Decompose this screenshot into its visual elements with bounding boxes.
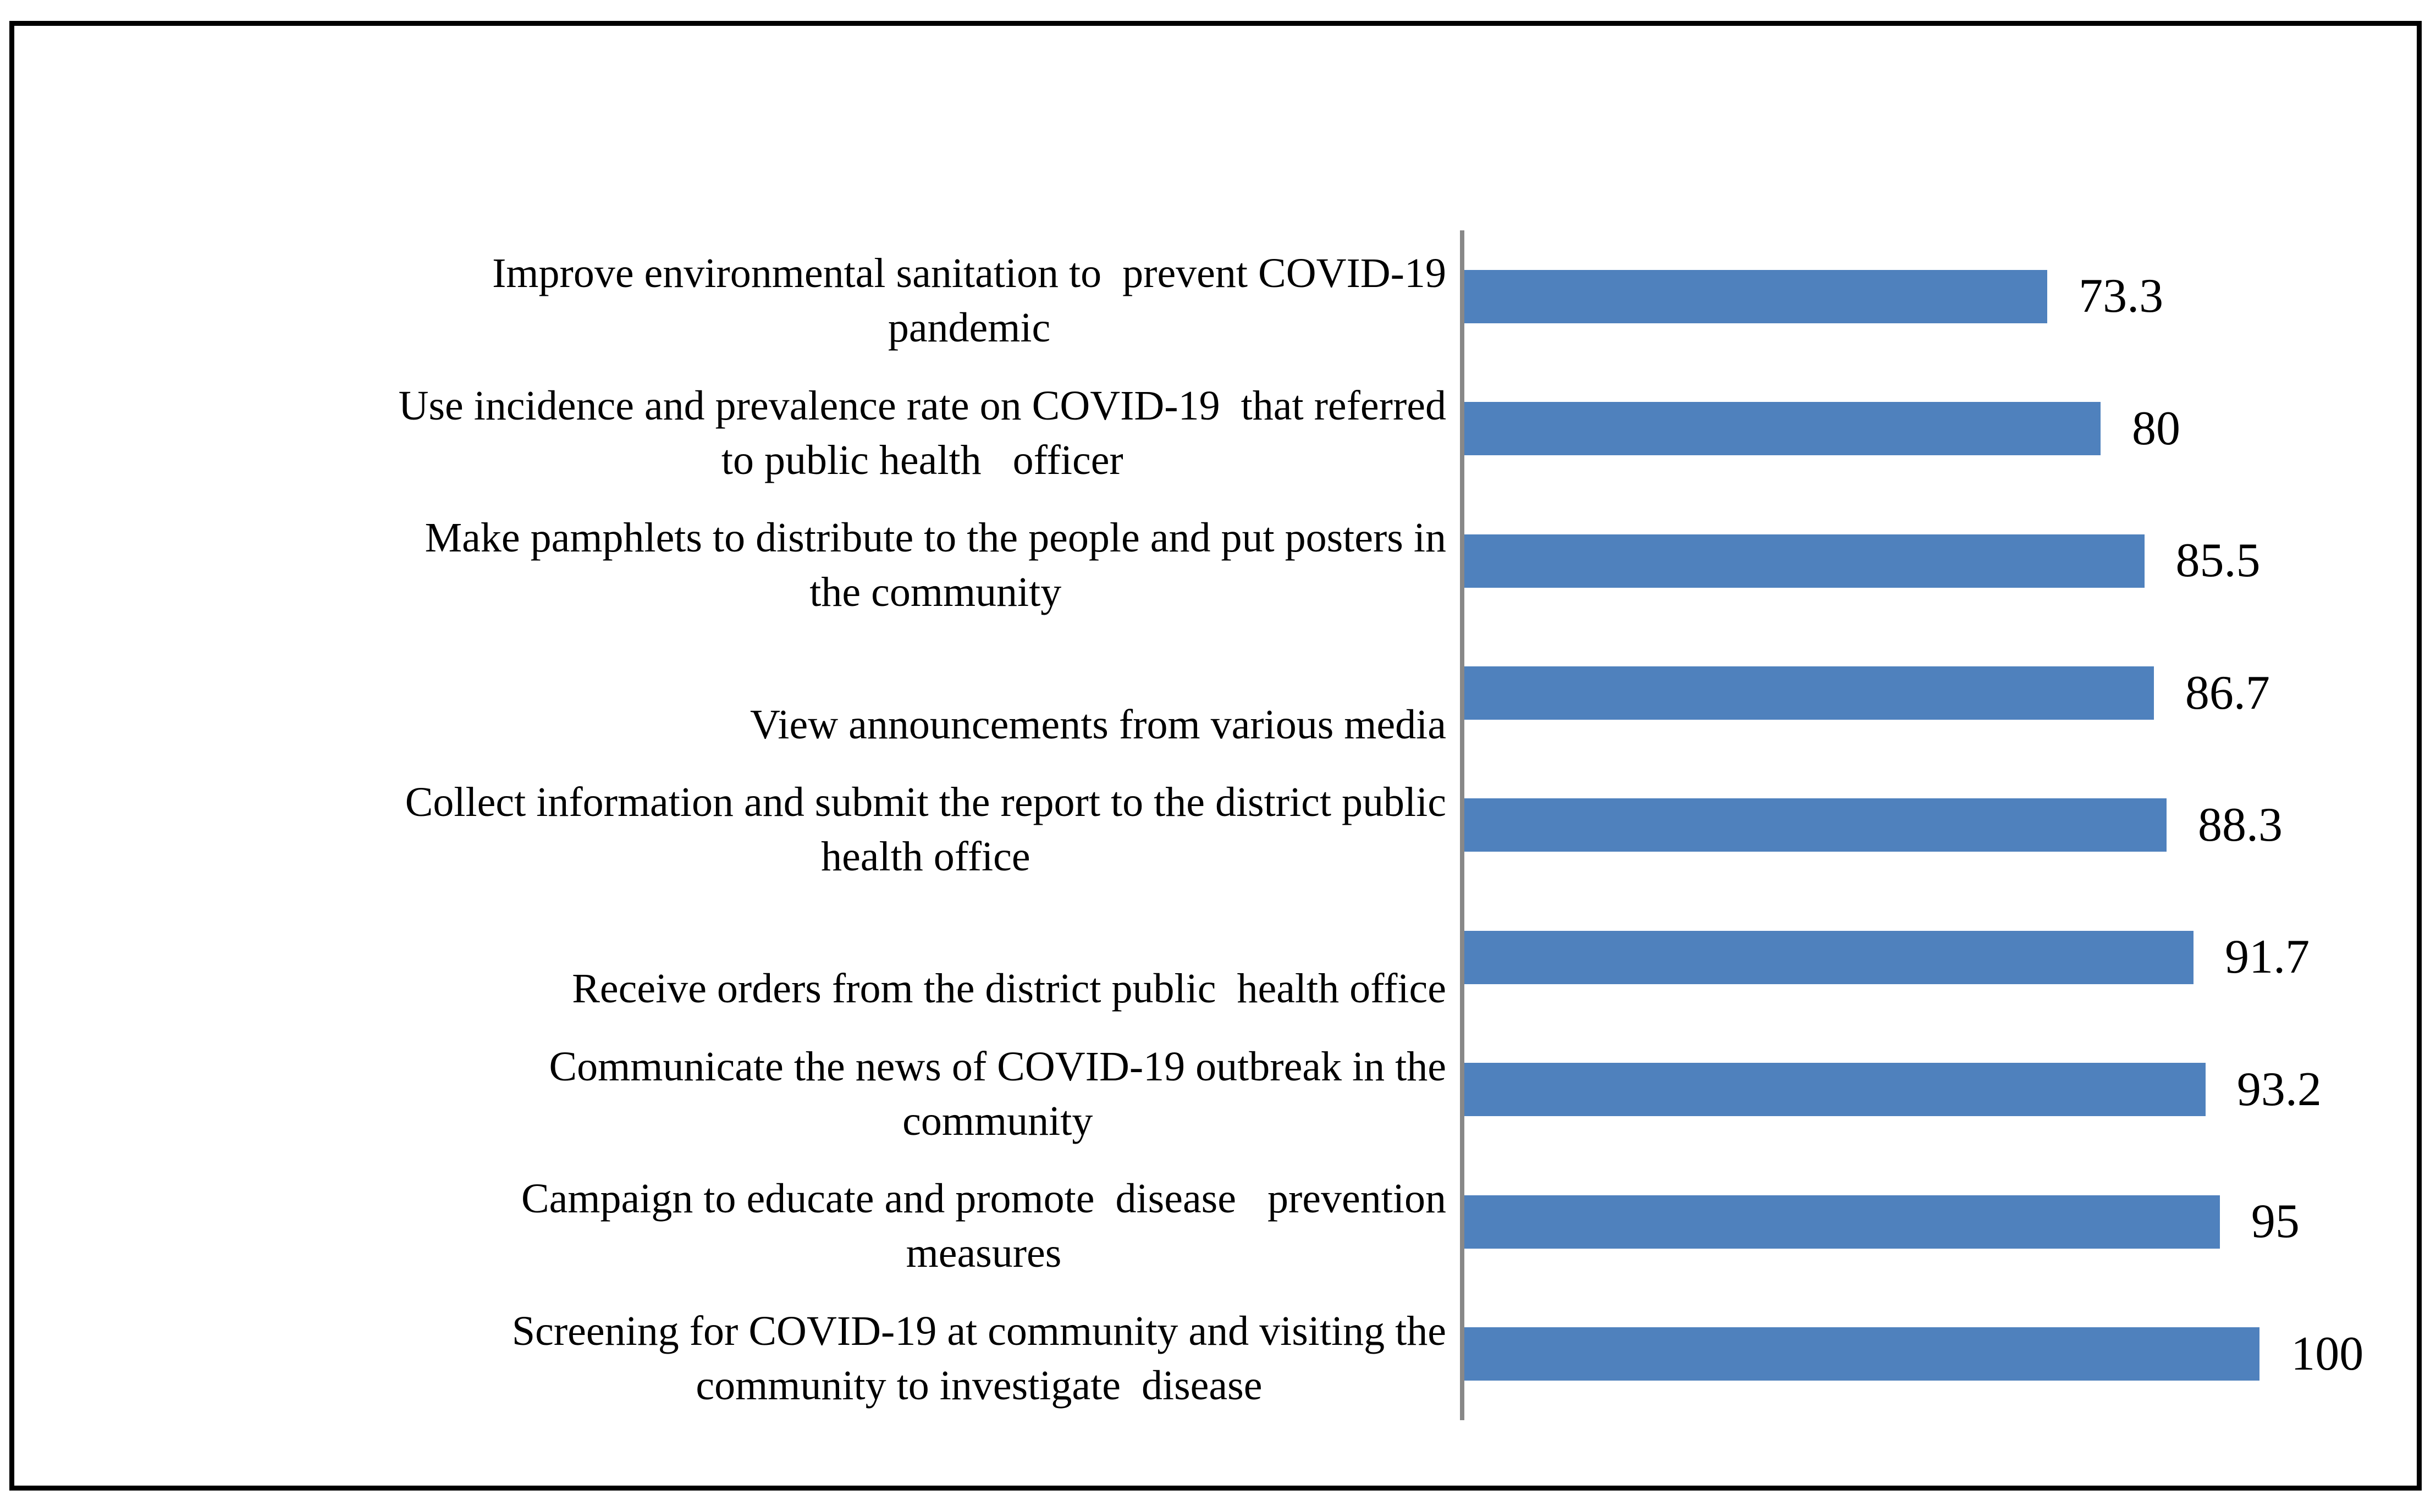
bar-row: Collect information and submit the repor… — [14, 759, 2417, 891]
value-label: 93.2 — [2236, 1062, 2322, 1116]
value-label: 100 — [2291, 1327, 2364, 1381]
bar-row: Communicate the news of COVID-19 outbrea… — [14, 1024, 2417, 1156]
bar-row: Campaign to educate and promote disease … — [14, 1156, 2417, 1288]
category-axis-line — [1460, 230, 1464, 1420]
category-label: Make pamphlets to distribute to the peop… — [425, 515, 1446, 616]
category-label-cell: Screening for COVID-19 at community and … — [14, 1288, 1464, 1420]
category-label: Collect information and submit the repor… — [405, 779, 1446, 880]
value-label: 85.5 — [2175, 534, 2261, 588]
bar-cell: 80 — [1464, 362, 2417, 494]
bar-row: Screening for COVID-19 at community and … — [14, 1288, 2417, 1420]
bar-rows: Improve environmental sanitation to prev… — [14, 230, 2417, 1420]
value-label: 88.3 — [2198, 798, 2283, 852]
plot-area: Improve environmental sanitation to prev… — [14, 230, 2417, 1420]
bar-cell: 73.3 — [1464, 230, 2417, 362]
category-label: Use incidence and prevalence rate on COV… — [398, 382, 1446, 483]
value-label: 86.7 — [2185, 666, 2270, 720]
category-label-cell: Use incidence and prevalence rate on COV… — [14, 362, 1464, 494]
bar-row: View announcements from various media 86… — [14, 627, 2417, 759]
bar — [1464, 1195, 2220, 1249]
category-label-cell: Improve environmental sanitation to prev… — [14, 230, 1464, 362]
bar — [1464, 930, 2194, 984]
category-label-cell: Campaign to educate and promote disease … — [14, 1156, 1464, 1288]
bar-cell: 85.5 — [1464, 495, 2417, 627]
category-label-cell: Communicate the news of COVID-19 outbrea… — [14, 1024, 1464, 1156]
bar — [1464, 1327, 2260, 1381]
category-label: Screening for COVID-19 at community and … — [511, 1307, 1446, 1409]
category-label: Campaign to educate and promote disease … — [521, 1176, 1446, 1277]
category-label: Receive orders from the district public … — [572, 965, 1446, 1012]
category-label-cell: Collect information and submit the repor… — [14, 759, 1464, 891]
chart-frame: Improve environmental sanitation to prev… — [9, 21, 2422, 1491]
bar-cell: 91.7 — [1464, 891, 2417, 1023]
bar-cell: 93.2 — [1464, 1024, 2417, 1156]
value-label: 91.7 — [2225, 930, 2310, 984]
bar-cell: 95 — [1464, 1156, 2417, 1288]
value-label: 95 — [2251, 1195, 2300, 1249]
bar — [1464, 534, 2145, 588]
bar-cell: 100 — [1464, 1288, 2417, 1420]
category-label-cell: Receive orders from the district public … — [14, 891, 1464, 1023]
bar-row: Receive orders from the district public … — [14, 891, 2417, 1023]
bar-row: Improve environmental sanitation to prev… — [14, 230, 2417, 362]
bar — [1464, 402, 2101, 456]
bar-cell: 88.3 — [1464, 759, 2417, 891]
bar — [1464, 269, 2048, 323]
category-label-cell: View announcements from various media — [14, 627, 1464, 759]
category-label-cell: Make pamphlets to distribute to the peop… — [14, 495, 1464, 627]
category-label: Improve environmental sanitation to prev… — [492, 250, 1446, 351]
bar-row: Use incidence and prevalence rate on COV… — [14, 362, 2417, 494]
value-label: 80 — [2131, 401, 2180, 455]
bar — [1464, 798, 2167, 852]
category-label: Communicate the news of COVID-19 outbrea… — [549, 1043, 1446, 1144]
bar-cell: 86.7 — [1464, 627, 2417, 759]
bar-row: Make pamphlets to distribute to the peop… — [14, 495, 2417, 627]
category-label: View announcements from various media — [750, 701, 1446, 748]
bar — [1464, 1063, 2206, 1117]
value-label: 73.3 — [2079, 269, 2164, 323]
bar — [1464, 666, 2154, 720]
